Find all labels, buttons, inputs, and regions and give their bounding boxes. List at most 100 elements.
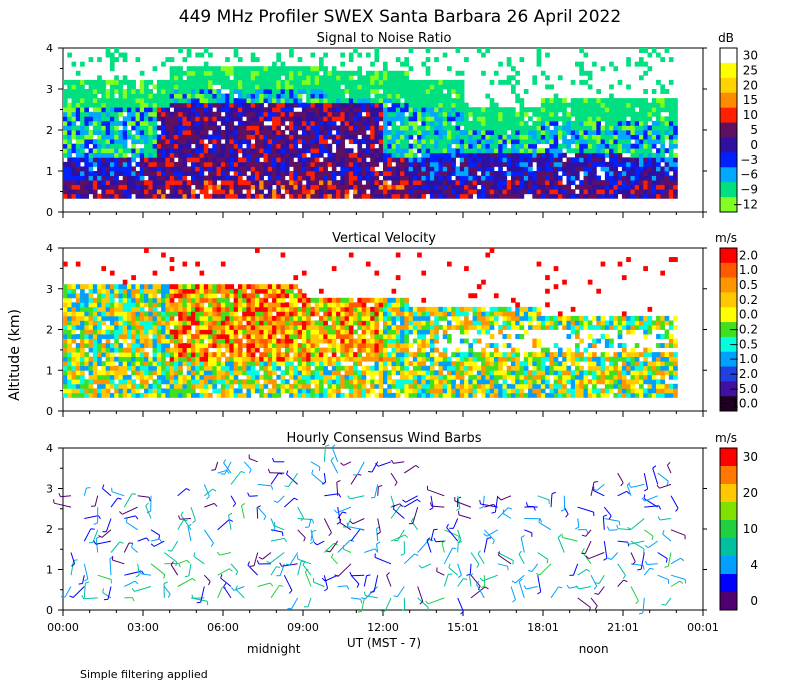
field-cell [229, 161, 235, 167]
field-cell [404, 161, 409, 167]
field-cell [600, 102, 606, 108]
field-cell [434, 166, 439, 172]
field-cell [178, 334, 183, 339]
field-cell [301, 193, 307, 199]
field-cell [186, 343, 192, 349]
field-cell [208, 66, 213, 72]
field-cell [199, 343, 205, 349]
field-cell [118, 120, 124, 126]
field-cell [284, 161, 290, 167]
field-cell [109, 374, 115, 380]
field-cell [250, 166, 256, 172]
field-cell [182, 379, 188, 385]
field-cell [212, 288, 217, 294]
field-cell [178, 293, 183, 299]
field-cell [267, 370, 273, 376]
field-cell [199, 297, 205, 303]
field-cell [391, 189, 397, 195]
field-cell [344, 157, 350, 163]
field-cell [421, 139, 427, 145]
field-cell [383, 61, 388, 67]
field-cell [131, 302, 136, 308]
field-cell [365, 120, 371, 126]
field-cell [156, 347, 162, 353]
field-cell [455, 139, 461, 145]
field-cell [579, 180, 584, 186]
field-cell [434, 152, 439, 158]
field-cell [216, 130, 222, 135]
field-cell [255, 125, 260, 131]
field-cell [208, 293, 213, 299]
field-cell [387, 134, 392, 140]
field-cell [242, 302, 247, 308]
field-cell [442, 130, 448, 135]
field-cell [319, 120, 324, 126]
field-cell [651, 98, 657, 104]
field-cell [272, 334, 277, 339]
field-cell [80, 171, 85, 176]
field-cell [481, 70, 486, 76]
field-cell [212, 365, 217, 371]
field-cell [182, 288, 188, 294]
field-cell [67, 334, 72, 339]
field-cell [408, 184, 414, 190]
field-cell [229, 66, 235, 72]
field-cell [88, 365, 94, 371]
field-cell [331, 89, 337, 94]
field-cell [395, 107, 401, 113]
field-cell [323, 180, 328, 186]
field-cell [165, 293, 171, 299]
field-cell [139, 116, 145, 122]
field-cell [139, 329, 145, 335]
field-cell [237, 324, 243, 330]
field-cell [88, 334, 94, 339]
field-cell [191, 84, 196, 90]
field-cell [464, 184, 469, 190]
field-cell [540, 180, 546, 186]
field-cell [118, 180, 124, 186]
field-cell [109, 148, 115, 154]
field-cell [212, 329, 217, 335]
field-cell [314, 84, 320, 90]
field-cell [306, 79, 311, 85]
field-cell [67, 125, 72, 131]
field-cell [596, 107, 601, 113]
field-cell [161, 79, 166, 85]
field-cell [84, 184, 89, 190]
field-cell [195, 261, 200, 267]
field-cell [575, 134, 580, 140]
field-cell [118, 288, 124, 294]
colorbar-unit: m/s [715, 231, 737, 245]
field-cell [319, 102, 324, 108]
field-cell [626, 193, 631, 199]
field-cell [562, 143, 567, 149]
field-cell [255, 93, 260, 99]
field-cell [246, 311, 252, 317]
field-cell [276, 166, 281, 172]
field-cell [557, 116, 563, 122]
field-cell [673, 189, 678, 195]
field-cell [216, 352, 222, 358]
field-cell [604, 107, 610, 113]
field-cell [75, 107, 81, 113]
field-cell [344, 116, 350, 122]
field-cell [178, 70, 183, 76]
field-cell [263, 379, 269, 385]
field-cell [92, 157, 98, 163]
field-cell [250, 134, 256, 140]
field-cell [88, 84, 94, 90]
field-cell [97, 84, 102, 90]
colorbar-swatch [720, 262, 737, 278]
field-cell [314, 125, 320, 131]
field-cell [122, 166, 128, 172]
field-cell [259, 89, 264, 94]
field-cell [242, 125, 247, 131]
field-cell [148, 157, 153, 163]
field-cell [570, 171, 576, 176]
field-cell [178, 120, 183, 126]
field-cell [412, 93, 418, 99]
field-cell [109, 320, 115, 326]
field-cell [519, 189, 525, 195]
field-cell [626, 139, 631, 145]
field-cell [75, 261, 81, 267]
